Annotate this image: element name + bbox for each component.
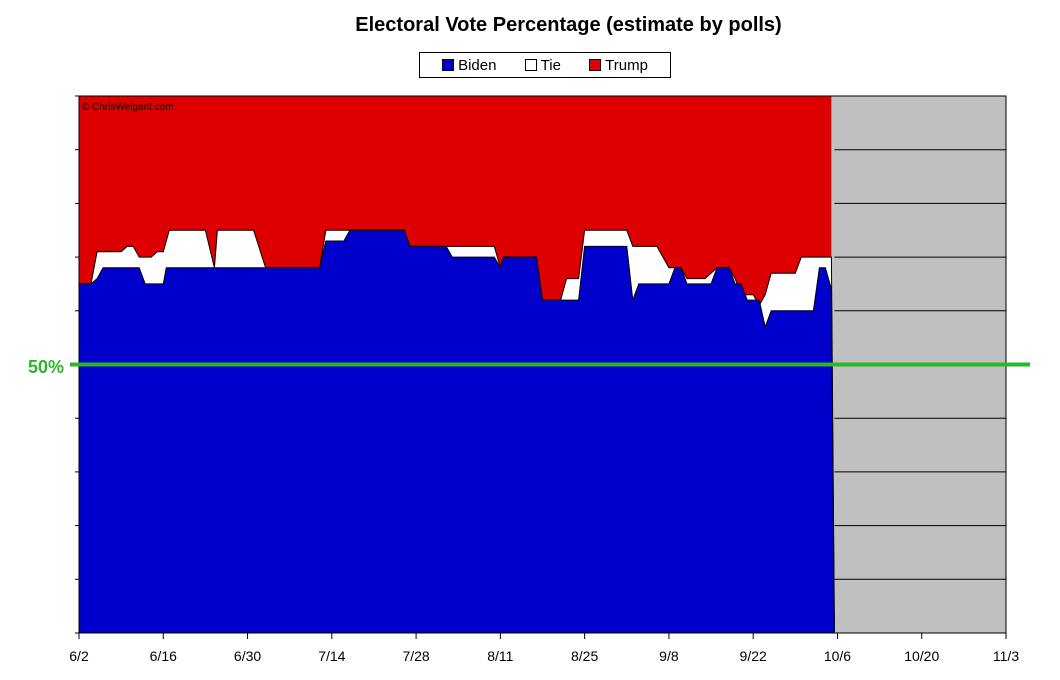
x-tick-label: 10/6 (824, 648, 851, 664)
x-tick-label: 9/22 (740, 648, 767, 664)
x-tick-label: 6/16 (150, 648, 177, 664)
legend-swatch-trump (589, 59, 602, 71)
x-tick-label: 11/3 (993, 648, 1019, 664)
legend-swatch-tie (524, 59, 537, 71)
legend-label-trump: Trump (605, 56, 648, 74)
fifty-percent-label: 50% (28, 357, 65, 377)
x-tick-label: 7/14 (318, 648, 345, 664)
chart-title: Electoral Vote Percentage (estimate by p… (355, 14, 782, 36)
legend-label-tie: Tie (540, 56, 561, 74)
legend-item-biden: Biden (442, 57, 496, 74)
legend: Biden Tie Trump (419, 52, 671, 78)
legend-item-trump: Trump (589, 57, 648, 74)
x-tick-label: 7/28 (402, 648, 429, 664)
series-area-biden (78, 229, 835, 634)
copyright-text: © ChrisWeigant.com (82, 102, 174, 113)
legend-swatch-biden (442, 59, 455, 71)
x-tick-label: 10/20 (904, 648, 939, 664)
legend-item-tie: Tie (524, 56, 561, 74)
x-tick-label: 8/11 (487, 648, 513, 664)
x-tick-label: 6/2 (69, 648, 89, 664)
x-tick-label: 9/8 (659, 648, 679, 664)
x-tick-label: 6/30 (234, 648, 261, 664)
legend-label-biden: Biden (458, 56, 497, 74)
x-tick-label: 8/25 (571, 648, 598, 664)
